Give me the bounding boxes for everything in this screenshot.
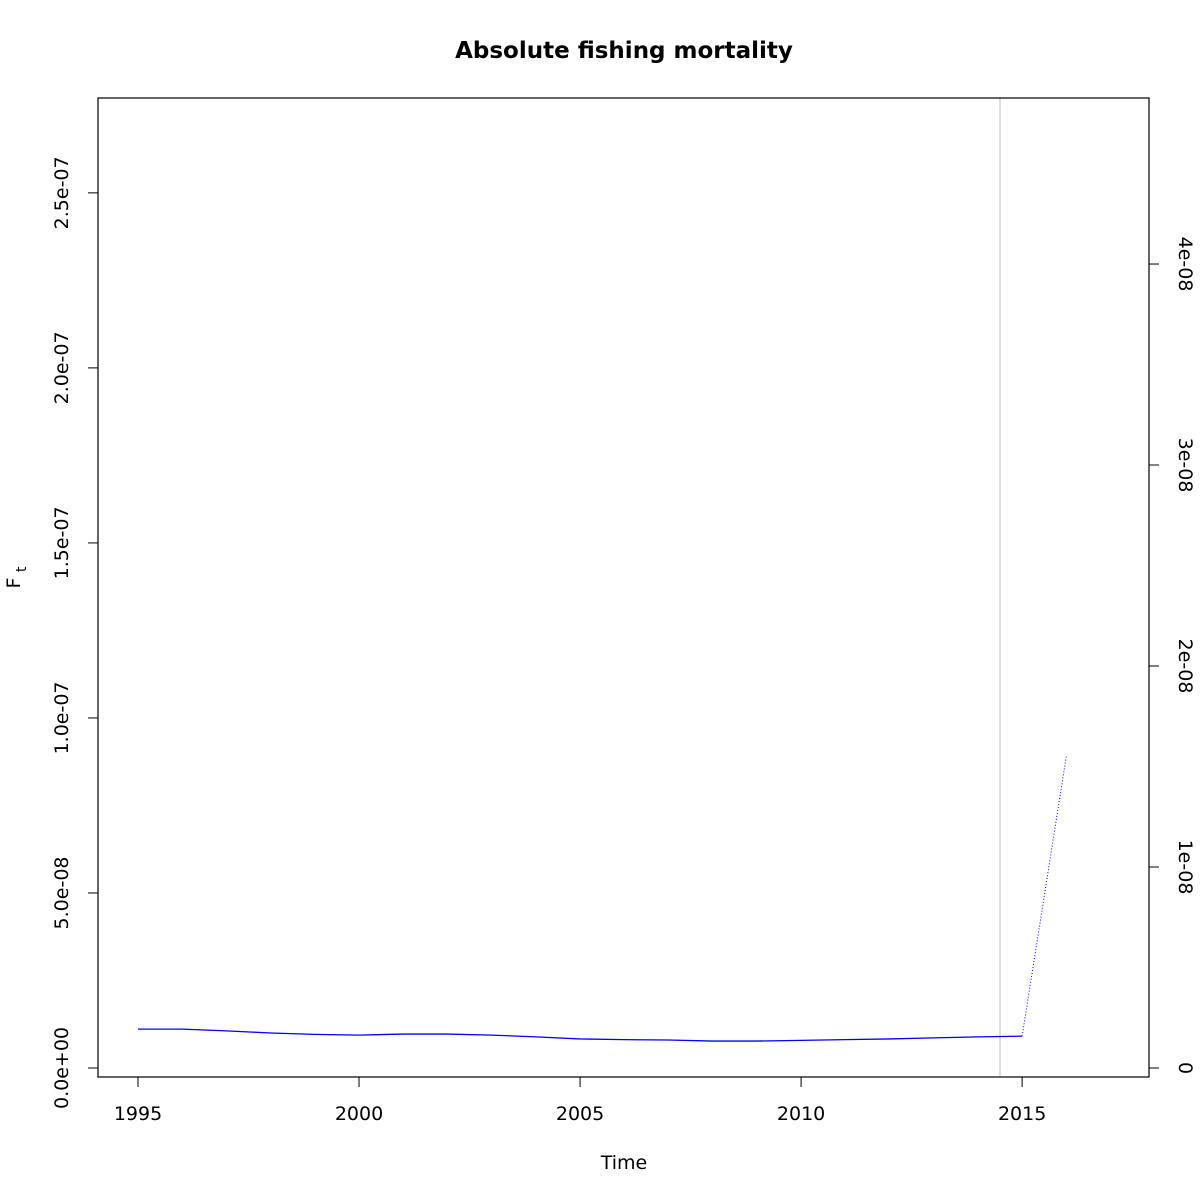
x-tick-label: 2010 bbox=[777, 1103, 825, 1125]
x-tick-label: 1995 bbox=[114, 1103, 162, 1125]
series-line bbox=[1021, 756, 1067, 1037]
y2-tick-label: 1e-08 bbox=[1174, 840, 1196, 895]
y-axis-label: F bbox=[3, 578, 25, 589]
y-tick-label: 2.5e-07 bbox=[51, 156, 73, 229]
x-axis-label: Time bbox=[600, 1152, 648, 1174]
chart-title: Absolute fishing mortality bbox=[455, 38, 793, 64]
y-axis-label-subscript: t bbox=[14, 566, 30, 572]
x-tick-label: 2005 bbox=[556, 1103, 604, 1125]
y-tick-label: 0.0e+00 bbox=[51, 1027, 73, 1109]
series-line bbox=[138, 1028, 1023, 1042]
x-tick-label: 2015 bbox=[998, 1103, 1046, 1125]
y2-tick-label: 3e-08 bbox=[1174, 438, 1196, 493]
y2-tick-label: 4e-08 bbox=[1174, 237, 1196, 292]
y-tick-label: 1.0e-07 bbox=[51, 681, 73, 754]
x-tick-label: 2000 bbox=[335, 1103, 383, 1125]
y-tick-label: 5.0e-08 bbox=[51, 856, 73, 929]
y-tick-label: 2.0e-07 bbox=[51, 331, 73, 404]
y-axis-label-group: F t bbox=[3, 566, 30, 588]
y2-tick-label: 2e-08 bbox=[1174, 639, 1196, 694]
y-tick-label: 1.5e-07 bbox=[51, 506, 73, 579]
plot-frame bbox=[97, 97, 1150, 1078]
y2-tick-label: 0 bbox=[1174, 1062, 1196, 1074]
